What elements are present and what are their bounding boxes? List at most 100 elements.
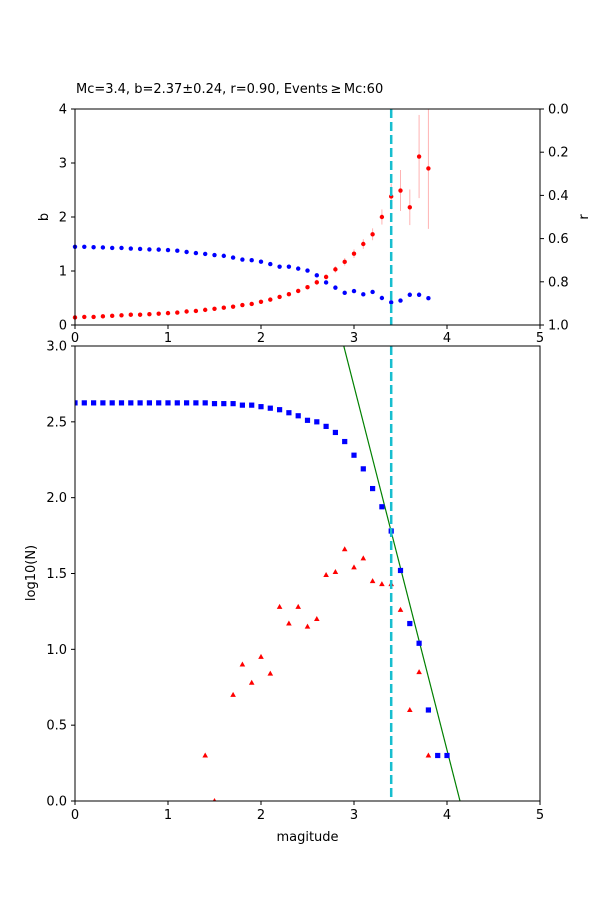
cumulative-count-point bbox=[239, 402, 245, 408]
r-value-point bbox=[398, 298, 403, 303]
top-y2-tick-label: 0.8 bbox=[548, 275, 569, 290]
top-y2label: r bbox=[577, 214, 592, 220]
r-value-point bbox=[333, 285, 338, 290]
r-value-point bbox=[110, 245, 115, 251]
incremental-count-point bbox=[258, 653, 264, 659]
r-value-point bbox=[351, 288, 357, 294]
b-value-point bbox=[221, 305, 226, 310]
b-value-point bbox=[82, 314, 87, 320]
bottom-x-tick-label: 4 bbox=[443, 808, 451, 823]
b-value-point bbox=[193, 308, 199, 314]
top-x-tick-label: 3 bbox=[350, 331, 358, 346]
cumulative-count-point bbox=[267, 405, 273, 411]
b-value-point bbox=[370, 232, 375, 237]
b-value-point bbox=[407, 205, 412, 210]
cumulative-count-point bbox=[351, 452, 357, 458]
cumulative-count-point bbox=[184, 400, 190, 406]
r-value-point bbox=[128, 246, 133, 251]
top-y2-tick-label: 0.4 bbox=[548, 189, 569, 204]
b-value-point bbox=[323, 274, 329, 280]
r-value-point bbox=[407, 292, 412, 297]
bottom-ylabel: log10(N) bbox=[24, 545, 39, 601]
bottom-y-tick-label: 1.5 bbox=[46, 567, 67, 582]
top-y-tick-label: 3 bbox=[59, 157, 67, 172]
top-x-tick-label: 4 bbox=[443, 331, 451, 346]
r-value-point bbox=[100, 245, 106, 250]
r-value-point bbox=[416, 292, 422, 297]
r-value-point bbox=[342, 290, 347, 296]
incremental-count-point bbox=[332, 568, 339, 574]
bottom-y-tick-label: 0.5 bbox=[46, 719, 67, 734]
incremental-count-point bbox=[276, 603, 283, 609]
cumulative-count-point bbox=[416, 640, 422, 646]
cumulative-count-point bbox=[81, 400, 87, 406]
incremental-count-point bbox=[230, 691, 236, 697]
top-panel: Mc=3.4, b=2.37±0.24, r=0.90, Events ≥ Mc… bbox=[37, 82, 592, 346]
cumulative-count-point bbox=[323, 423, 329, 429]
r-value-point bbox=[230, 255, 236, 260]
r-value-point bbox=[203, 251, 208, 257]
b-value-point bbox=[314, 280, 319, 285]
cumulative-count-point bbox=[379, 504, 385, 510]
r-value-point bbox=[277, 264, 282, 269]
r-value-point bbox=[296, 266, 301, 271]
top-y-tick-label: 0 bbox=[59, 319, 67, 334]
r-value-point bbox=[305, 268, 310, 273]
cumulative-count-point bbox=[370, 485, 376, 492]
b-value-point bbox=[398, 188, 403, 193]
cumulative-count-point bbox=[128, 400, 134, 406]
r-value-point bbox=[82, 244, 87, 250]
r-value-point bbox=[249, 258, 254, 263]
bottom-x-tick-label: 0 bbox=[71, 808, 79, 823]
cumulative-count-point bbox=[425, 707, 431, 713]
cumulative-count-point bbox=[360, 466, 366, 472]
r-value-point bbox=[119, 245, 124, 251]
b-value-point bbox=[305, 285, 310, 290]
top-title: Mc=3.4, b=2.37±0.24, r=0.90, Events ≥ Mc… bbox=[76, 82, 383, 97]
gr-fit-line bbox=[343, 346, 461, 801]
incremental-count-point bbox=[379, 581, 385, 587]
incremental-count-point bbox=[286, 620, 292, 626]
bottom-x-tick-label: 1 bbox=[164, 808, 172, 823]
bottom-x-tick-label: 2 bbox=[257, 808, 265, 823]
top-x-tick-label: 2 bbox=[257, 331, 265, 346]
b-value-point bbox=[110, 313, 115, 319]
b-value-point bbox=[165, 310, 171, 316]
cumulative-count-point bbox=[221, 401, 227, 407]
incremental-count-point bbox=[407, 707, 413, 712]
b-value-point bbox=[333, 267, 338, 272]
bottom-y-tick-label: 2.5 bbox=[46, 415, 67, 430]
bottom-y-tick-label: 2.0 bbox=[46, 491, 67, 506]
b-value-point bbox=[128, 312, 133, 317]
b-value-point bbox=[249, 301, 254, 307]
cumulative-count-point bbox=[100, 400, 106, 406]
cumulative-count-point bbox=[249, 402, 255, 408]
cumulative-count-point bbox=[332, 429, 338, 436]
r-value-point bbox=[212, 252, 217, 258]
incremental-count-point bbox=[212, 798, 217, 801]
cumulative-count-point bbox=[444, 752, 450, 759]
cumulative-count-point bbox=[118, 400, 125, 406]
cumulative-count-point bbox=[407, 620, 413, 627]
b-value-point bbox=[416, 154, 422, 159]
incremental-count-point bbox=[248, 679, 255, 685]
r-value-point bbox=[156, 247, 161, 252]
r-value-point bbox=[147, 247, 152, 252]
b-value-point bbox=[100, 314, 106, 319]
b-value-point bbox=[426, 166, 431, 171]
incremental-count-point bbox=[314, 616, 320, 621]
r-value-point bbox=[268, 261, 273, 267]
cumulative-count-point bbox=[109, 400, 115, 406]
r-value-point bbox=[361, 292, 366, 297]
incremental-count-point bbox=[351, 564, 357, 570]
top-y-tick-label: 2 bbox=[59, 211, 67, 226]
r-value-point bbox=[165, 247, 171, 253]
cumulative-count-point bbox=[258, 404, 264, 410]
bottom-x-tick-label: 3 bbox=[350, 808, 358, 823]
incremental-count-point bbox=[425, 752, 432, 758]
top-axes: 0 1 2 3 4 5 0 1 2 3 4 0.0 0.2 0.4 0.6 0.8 1.0 bbox=[59, 103, 569, 347]
cumulative-count-point bbox=[137, 400, 143, 406]
b-value-point bbox=[184, 309, 189, 314]
b-value-point bbox=[379, 214, 385, 220]
top-ylabel: b bbox=[37, 213, 52, 221]
